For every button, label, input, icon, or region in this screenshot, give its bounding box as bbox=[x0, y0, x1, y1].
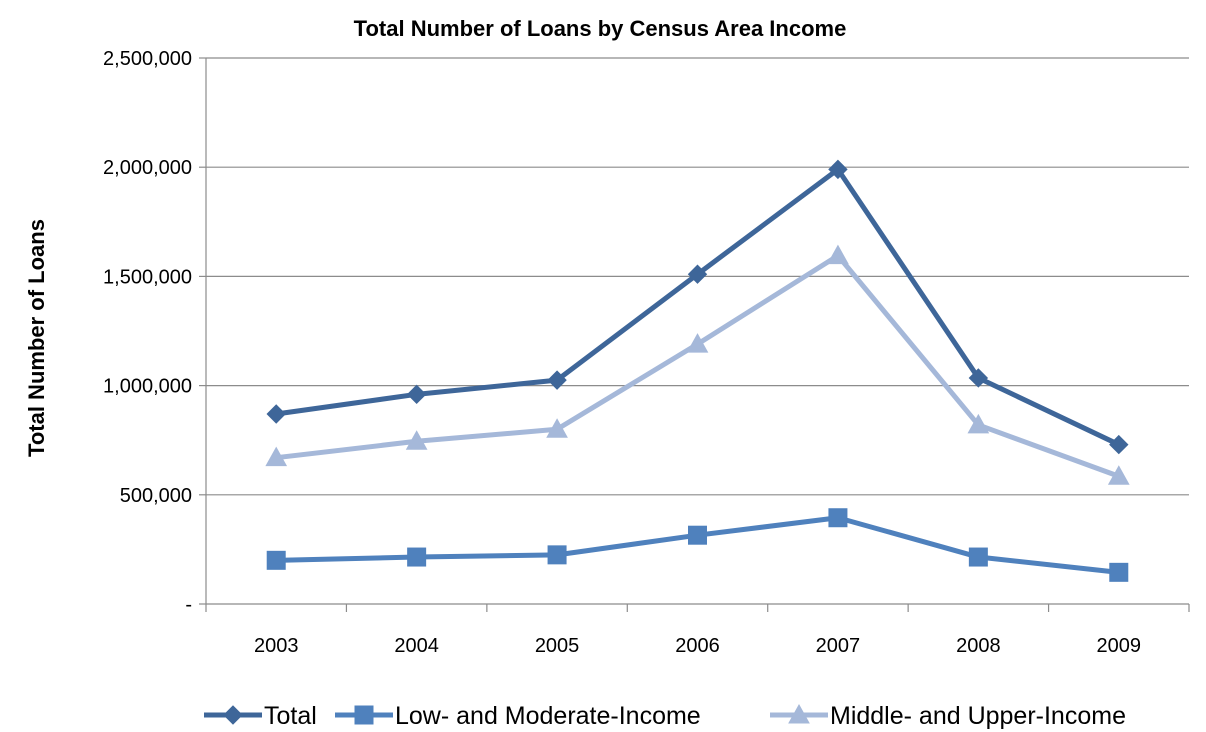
legend: Total Low- and Moderate-Income Middle- and… bbox=[204, 702, 1126, 730]
data-point bbox=[266, 404, 286, 424]
legend-item-1: Low- and Moderate-Income bbox=[335, 702, 701, 730]
legend-item-0: Total bbox=[204, 702, 317, 730]
data-point bbox=[688, 525, 707, 545]
series-group bbox=[265, 159, 1130, 582]
data-point bbox=[406, 384, 427, 405]
y-tick-label: 2,500,000 bbox=[103, 48, 192, 70]
axes: - 500,000 1,000,000 1,500,000 2,000,000 2,500… bbox=[103, 48, 1190, 657]
data-point bbox=[546, 418, 568, 438]
data-point bbox=[968, 368, 989, 388]
legend-marker bbox=[223, 705, 243, 725]
x-tick-label: 2009 bbox=[1097, 635, 1142, 657]
x-tick-label: 2007 bbox=[816, 635, 861, 657]
series-2 bbox=[265, 244, 1130, 485]
data-point bbox=[1109, 562, 1129, 582]
series-1 bbox=[266, 508, 1129, 582]
y-tick-label: - bbox=[185, 594, 192, 616]
y-tick-label: 1,000,000 bbox=[103, 376, 192, 398]
legend-label: Total bbox=[264, 702, 317, 730]
y-tick-label: 1,500,000 bbox=[103, 266, 192, 288]
chart-title: Total Number of Loans by Census Area Inc… bbox=[354, 16, 847, 41]
data-point bbox=[687, 264, 708, 284]
x-tick-label: 2008 bbox=[956, 635, 1001, 657]
data-point bbox=[1107, 465, 1130, 485]
data-point bbox=[405, 430, 428, 450]
x-tick-label: 2003 bbox=[254, 635, 299, 657]
data-point bbox=[967, 413, 990, 434]
data-point bbox=[827, 244, 849, 265]
y-tick-label: 2,000,000 bbox=[103, 157, 192, 179]
series-line bbox=[275, 166, 1120, 447]
legend-marker bbox=[354, 705, 374, 725]
data-point bbox=[968, 547, 988, 567]
series-line bbox=[275, 253, 1120, 479]
legend-marker bbox=[788, 703, 810, 724]
data-point bbox=[265, 446, 288, 467]
x-tick-label: 2006 bbox=[675, 635, 720, 657]
x-tick-label: 2005 bbox=[535, 635, 580, 657]
data-point bbox=[828, 159, 848, 180]
data-point bbox=[547, 545, 567, 565]
x-tick-label: 2004 bbox=[394, 635, 439, 657]
data-point bbox=[1109, 434, 1129, 455]
series-0 bbox=[266, 159, 1129, 455]
data-point bbox=[828, 508, 848, 528]
legend-item-2: Middle- and Upper-Income bbox=[770, 702, 1126, 730]
data-point bbox=[266, 550, 286, 570]
legend-label: Middle- and Upper-Income bbox=[830, 702, 1126, 730]
data-point bbox=[547, 370, 567, 390]
data-point bbox=[407, 547, 427, 567]
y-axis-label: Total Number of Loans bbox=[24, 219, 49, 457]
legend-label: Low- and Moderate-Income bbox=[395, 702, 701, 730]
y-tick-label: 500,000 bbox=[120, 485, 192, 507]
data-point bbox=[686, 333, 709, 353]
